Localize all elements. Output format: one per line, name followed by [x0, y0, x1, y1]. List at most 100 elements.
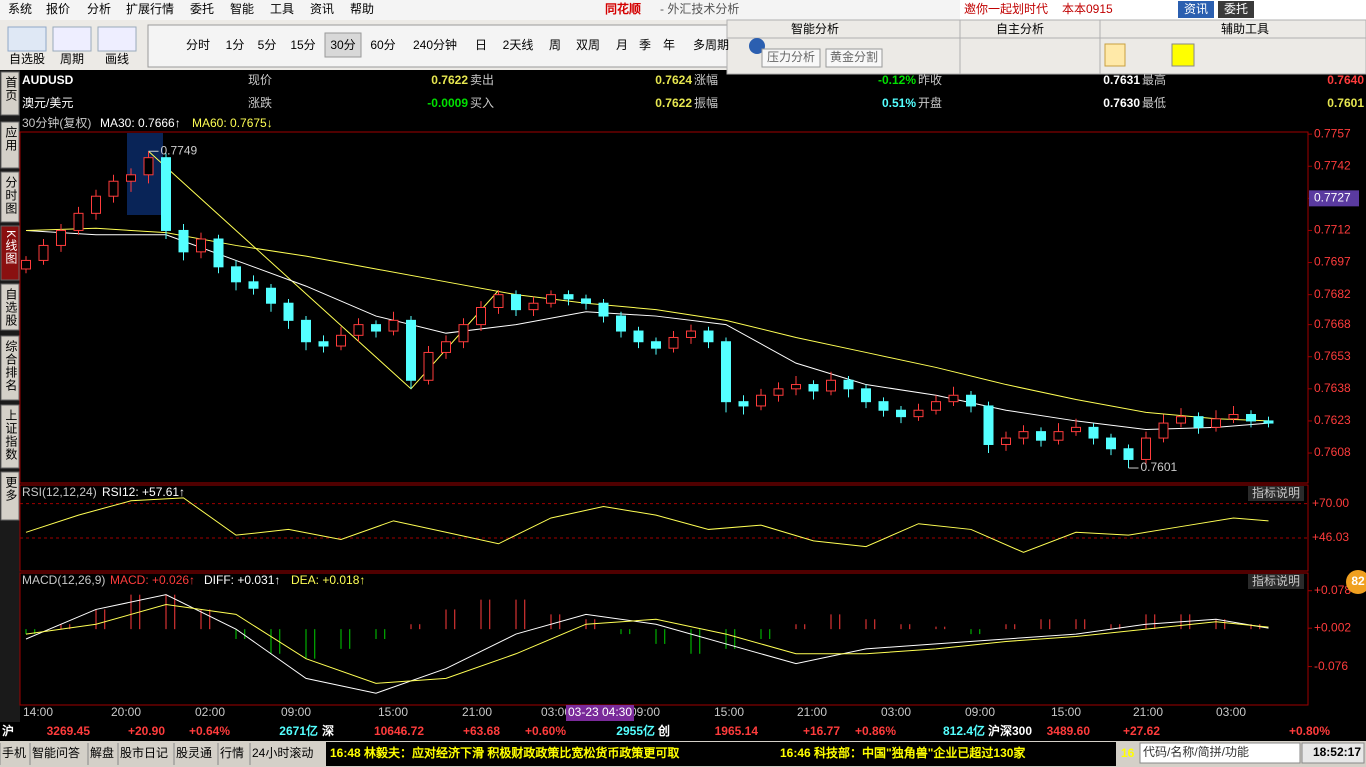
side-tab[interactable]: 自选股: [4, 288, 18, 327]
period-option[interactable]: 双周: [576, 38, 600, 52]
status-button[interactable]: 手机: [2, 746, 26, 760]
period-option[interactable]: 240分钟: [413, 37, 457, 52]
search-box[interactable]: [1139, 742, 1301, 764]
menu-item[interactable]: 智能: [230, 1, 254, 16]
menu-item[interactable]: 帮助: [350, 2, 374, 16]
status-button[interactable]: 股市日记: [120, 745, 168, 760]
menu-item[interactable]: 工具: [270, 2, 294, 16]
quote-value: -0.12%: [878, 73, 916, 87]
search-hint[interactable]: 代码/名称/简拼/功能: [1143, 744, 1249, 759]
candle-body: [423, 351, 434, 381]
menu-item[interactable]: 系统: [8, 2, 32, 16]
candle-body: [143, 157, 154, 176]
candle-body: [108, 180, 119, 197]
tool-label[interactable]: 自选股: [9, 52, 45, 66]
rsi-label: RSI(12,12,24): [22, 485, 97, 499]
panel-button[interactable]: 黄金分割: [830, 49, 878, 64]
news-strip: [326, 742, 1116, 766]
status-button[interactable]: 股灵通: [176, 746, 212, 760]
side-tab-bg[interactable]: [0, 225, 20, 281]
quote-label: 现价: [248, 73, 272, 87]
top-button[interactable]: 委托: [1224, 2, 1248, 16]
side-tab-bg[interactable]: [0, 335, 20, 401]
help-link[interactable]: 指标说明: [1252, 573, 1300, 588]
ticker-item: 创: [657, 723, 670, 738]
period-option[interactable]: 2天线: [503, 38, 534, 52]
side-tab-bg[interactable]: [0, 71, 20, 116]
x-tick-label: 03:00: [1216, 705, 1246, 719]
ticker-item: +63.68: [463, 724, 500, 738]
menu-item[interactable]: 委托: [190, 2, 214, 16]
tool-label[interactable]: 周期: [60, 52, 84, 66]
badge-bg[interactable]: [1346, 570, 1366, 594]
side-tab-bg[interactable]: [0, 471, 20, 521]
side-tab[interactable]: 应用: [4, 125, 18, 152]
menu-item[interactable]: 资讯: [310, 2, 334, 16]
y-tick-label: -0.076: [1314, 659, 1348, 673]
help-bg[interactable]: [1248, 486, 1304, 501]
color-swatch[interactable]: [1171, 43, 1195, 67]
draw-icon[interactable]: [97, 26, 137, 52]
status-button[interactable]: 智能问答: [32, 745, 80, 760]
period-icon[interactable]: [52, 26, 92, 52]
period-option[interactable]: 季: [639, 38, 651, 52]
top-button-bg[interactable]: [1178, 1, 1214, 18]
candle-body: [756, 394, 766, 407]
menu-item[interactable]: 报价: [46, 1, 70, 16]
side-tab[interactable]: K线图: [4, 230, 18, 265]
help-link[interactable]: 指标说明: [1252, 485, 1300, 500]
period-option[interactable]: 1分: [226, 38, 245, 52]
panel-button-bg[interactable]: [825, 48, 883, 68]
news-item[interactable]: 16:46 科技部：中国"独角兽"企业已超过130家: [780, 745, 1026, 760]
side-tab-bg[interactable]: [0, 404, 20, 469]
period-option[interactable]: 60分: [370, 38, 395, 52]
side-tab-bg[interactable]: [0, 121, 20, 169]
x-tick-label: 02:00: [195, 705, 225, 719]
quote-value: 0.7622: [655, 96, 692, 110]
badge[interactable]: 82: [1351, 574, 1365, 588]
candle-body: [843, 379, 854, 390]
ticker-item: +0.64%: [189, 724, 230, 738]
macd-value: DEA: +0.018↑: [291, 573, 365, 587]
side-tab[interactable]: 综合排名: [4, 340, 18, 392]
menu-item[interactable]: 扩展行情: [126, 2, 174, 16]
status-button[interactable]: 行情: [220, 746, 244, 760]
side-tab[interactable]: 更多: [4, 476, 18, 502]
candle-body: [336, 334, 346, 347]
menu-item[interactable]: 分析: [87, 2, 111, 16]
period-option[interactable]: 30分: [330, 38, 355, 52]
side-tab[interactable]: 分时图: [4, 176, 18, 215]
pointer-tool[interactable]: [1104, 43, 1126, 67]
period-option[interactable]: 多周期: [693, 38, 729, 52]
period-option[interactable]: 周: [549, 38, 561, 52]
news-item[interactable]: 16:48 林毅夫：应对经济下滑 积极财政政策比宽松货币政策更可取: [330, 745, 679, 760]
panel-button[interactable]: 压力分析: [767, 50, 815, 64]
ticker-item: +0.86%: [855, 724, 896, 738]
status-button[interactable]: 24小时滚动: [252, 745, 313, 760]
period-option[interactable]: 15分: [290, 38, 315, 52]
period-option[interactable]: 年: [663, 38, 675, 52]
candle-body: [598, 302, 609, 317]
candle-body: [91, 195, 101, 214]
status-button[interactable]: 解盘: [90, 745, 114, 760]
period-option[interactable]: 分时: [186, 38, 210, 52]
side-tab[interactable]: 上证指数: [4, 409, 18, 461]
side-tab-bg[interactable]: [0, 171, 20, 223]
tool-label[interactable]: 画线: [105, 52, 129, 66]
period-option[interactable]: 月: [616, 38, 628, 52]
settings-icon[interactable]: [749, 38, 765, 54]
top-button[interactable]: 资讯: [1184, 2, 1208, 16]
candle-body: [861, 388, 871, 403]
period-option[interactable]: 日: [475, 38, 487, 52]
help-bg[interactable]: [1248, 574, 1304, 589]
period-option[interactable]: 5分: [258, 38, 277, 52]
top-button-bg[interactable]: [1218, 1, 1254, 18]
panel-button-bg[interactable]: [761, 48, 821, 68]
candle-body: [1246, 414, 1256, 422]
side-tab-bg[interactable]: [0, 283, 20, 331]
side-tab[interactable]: 首页: [4, 76, 18, 102]
candle-body: [948, 394, 959, 403]
candle-body: [126, 174, 136, 182]
watchlist-icon[interactable]: [7, 26, 47, 52]
